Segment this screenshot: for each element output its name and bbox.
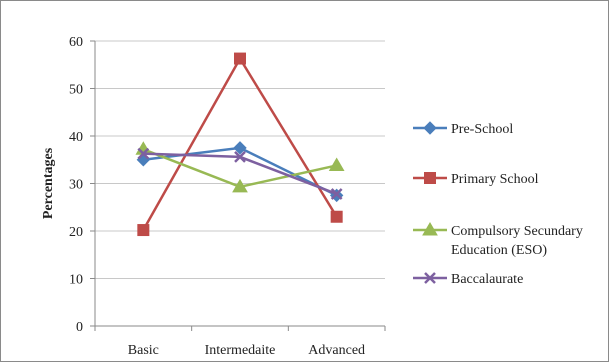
y-tick-label: 0 [76,320,83,335]
legend-marker-pre-school [423,121,437,135]
y-tick-label: 60 [69,35,83,50]
data-point-primary-school [137,224,150,237]
data-point-compulsory-secundary-education-eso [328,157,345,171]
y-tick-label: 20 [69,225,83,240]
data-point-primary-school [330,210,343,223]
data-point-pre-school [136,153,151,167]
legend-marker-compulsory-secundary-education-eso [422,222,438,236]
x-tick-label: Basic [128,343,159,358]
data-point-primary-school [234,52,246,65]
marker-stroke [330,188,343,200]
data-point-pre-school [233,141,247,155]
marker-stroke [137,147,150,160]
y-tick-label: 50 [69,83,83,98]
y-tick-label: 30 [69,178,83,193]
legend-marker-baccalaurate [424,272,436,284]
data-point-compulsory-secundary-education-eso [232,178,248,193]
y-tick-label: 10 [69,273,83,288]
legend-label-pre-school: Pre-School [451,122,513,137]
legend-label-baccalaurate: Baccalaurate [451,272,523,287]
legend-label-compulsory-secundary-education-eso: Compulsory Secundary Education (ESO) [451,224,583,258]
legend-marker-primary-school [424,172,436,184]
data-point-baccalaurate [234,151,246,163]
legend-label-primary-school: Primary School [451,172,539,187]
data-point-baccalaurate [137,147,150,160]
marker-stroke [234,151,246,163]
marker-stroke [424,272,436,284]
data-point-baccalaurate [330,188,343,200]
y-axis-title: Percentages [41,147,56,219]
x-tick-label: Advanced [308,343,365,358]
x-tick-label: Intermedaite [205,343,276,358]
y-tick-label: 40 [69,130,83,145]
